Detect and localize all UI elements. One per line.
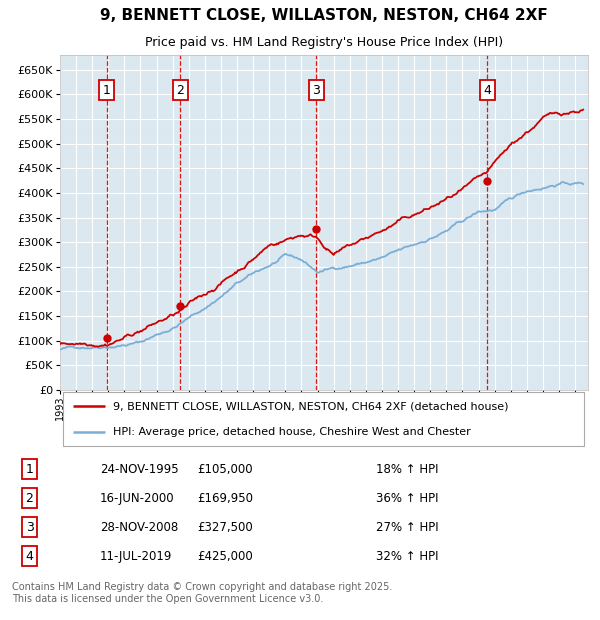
Text: HPI: Average price, detached house, Cheshire West and Chester: HPI: Average price, detached house, Ches… <box>113 427 470 436</box>
Text: Price paid vs. HM Land Registry's House Price Index (HPI): Price paid vs. HM Land Registry's House … <box>145 36 503 49</box>
Text: 3: 3 <box>312 84 320 97</box>
Text: 9, BENNETT CLOSE, WILLASTON, NESTON, CH64 2XF (detached house): 9, BENNETT CLOSE, WILLASTON, NESTON, CH6… <box>113 401 508 411</box>
Text: 4: 4 <box>483 84 491 97</box>
Text: 2: 2 <box>176 84 184 97</box>
Text: 28-NOV-2008: 28-NOV-2008 <box>100 521 178 534</box>
Text: 36% ↑ HPI: 36% ↑ HPI <box>376 492 439 505</box>
Text: 9, BENNETT CLOSE, WILLASTON, NESTON, CH64 2XF: 9, BENNETT CLOSE, WILLASTON, NESTON, CH6… <box>100 8 548 23</box>
Text: £105,000: £105,000 <box>197 463 253 476</box>
Text: 3: 3 <box>26 521 34 534</box>
Text: 2: 2 <box>26 492 34 505</box>
Text: 32% ↑ HPI: 32% ↑ HPI <box>376 550 439 563</box>
Text: £425,000: £425,000 <box>197 550 253 563</box>
Text: 24-NOV-1995: 24-NOV-1995 <box>100 463 179 476</box>
Text: 11-JUL-2019: 11-JUL-2019 <box>100 550 172 563</box>
Text: 4: 4 <box>26 550 34 563</box>
Text: £169,950: £169,950 <box>197 492 253 505</box>
Text: 1: 1 <box>26 463 34 476</box>
Text: 16-JUN-2000: 16-JUN-2000 <box>100 492 175 505</box>
Text: 1: 1 <box>103 84 110 97</box>
Text: 18% ↑ HPI: 18% ↑ HPI <box>376 463 439 476</box>
Text: 27% ↑ HPI: 27% ↑ HPI <box>376 521 439 534</box>
FancyBboxPatch shape <box>62 392 584 446</box>
Text: £327,500: £327,500 <box>197 521 253 534</box>
Text: Contains HM Land Registry data © Crown copyright and database right 2025.
This d: Contains HM Land Registry data © Crown c… <box>12 582 392 604</box>
